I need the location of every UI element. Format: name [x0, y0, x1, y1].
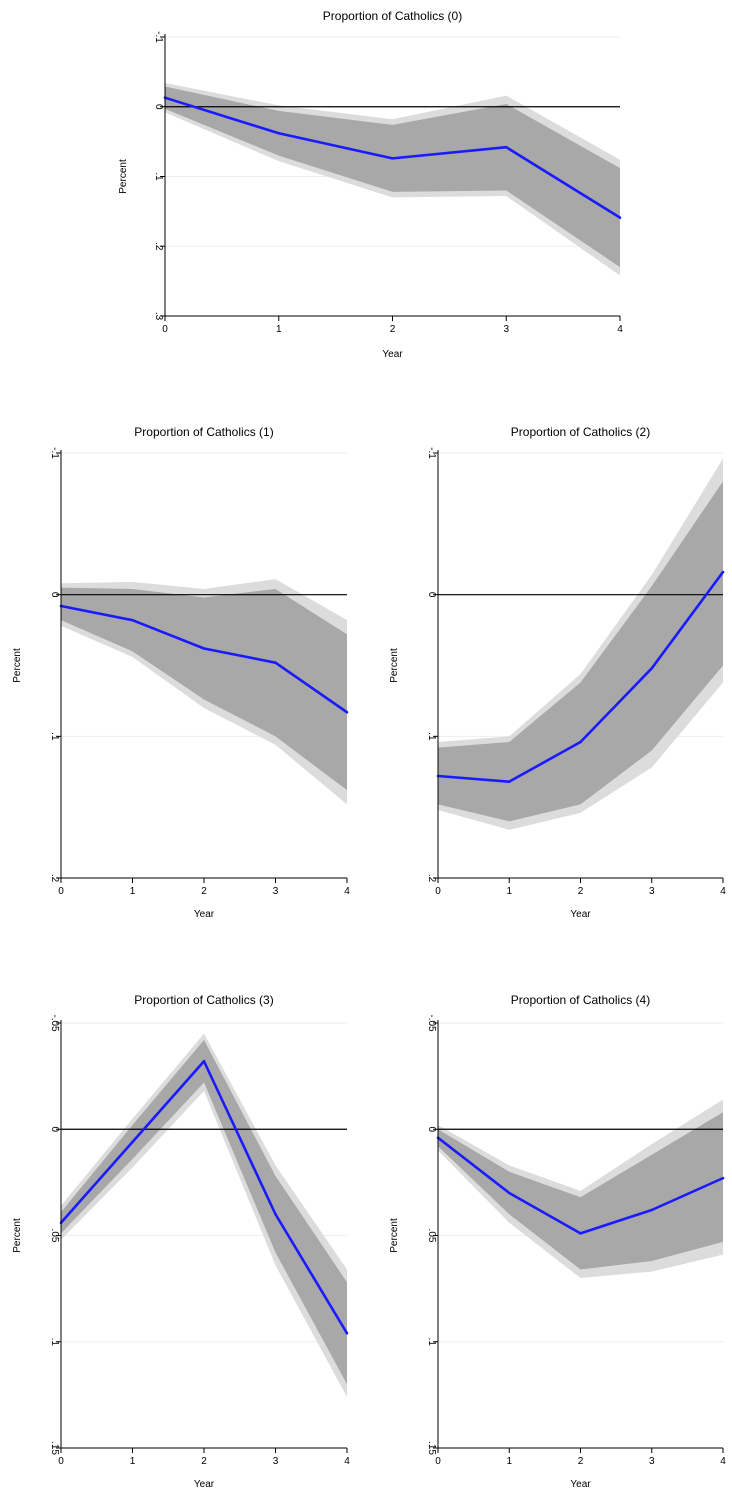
x-tick-label: 2: [390, 324, 396, 335]
y-tick-label: .2: [426, 874, 437, 883]
y-axis-label: Percent: [12, 648, 23, 683]
chart-title: Proportion of Catholics (3): [134, 993, 273, 1007]
y-tick-label: -.1: [426, 447, 437, 459]
y-tick-label: 0: [426, 1126, 437, 1132]
y-tick-label: -.1: [153, 31, 164, 43]
y-tick-label: .2: [49, 874, 60, 883]
x-tick-label: 2: [578, 886, 584, 897]
y-axis-label: Percent: [389, 1218, 400, 1253]
y-tick-label: .15: [426, 1441, 437, 1455]
data-point: [391, 157, 394, 160]
y-axis-label: Percent: [389, 648, 400, 683]
x-tick-label: 0: [58, 1456, 64, 1467]
data-point: [504, 145, 508, 149]
x-axis-label: Year: [194, 909, 215, 920]
x-tick-label: 1: [130, 1456, 136, 1467]
x-tick-label: 0: [435, 1456, 441, 1467]
x-axis-label: Year: [382, 349, 403, 360]
x-tick-label: 4: [617, 324, 623, 335]
x-tick-label: 4: [720, 1456, 726, 1467]
y-tick-label: 0: [49, 1126, 60, 1132]
x-tick-label: 2: [201, 886, 207, 897]
ci-band-inner: [61, 587, 347, 791]
y-tick-label: .3: [153, 312, 164, 321]
x-axis-label: Year: [570, 1479, 591, 1490]
x-tick-label: 3: [273, 886, 279, 897]
data-point: [507, 780, 511, 783]
y-tick-label: .1: [426, 732, 437, 741]
data-point: [345, 1331, 349, 1335]
y-tick-label: .1: [49, 1338, 60, 1347]
chart-panel-p1: -.1 0 .1 .2 0 1 2 3 4 Proportion of Catholics (1)…: [12, 425, 350, 920]
data-point: [274, 1212, 277, 1216]
y-tick-label: .2: [153, 242, 164, 251]
x-tick-label: 3: [273, 1456, 279, 1467]
chart-title: Proportion of Catholics (0): [323, 9, 462, 23]
ci-band-inner: [438, 1112, 723, 1270]
chart-panel-p2: -.1 0 .1 .2 0 1 2 3 4 Proportion of Catholics (2)…: [389, 425, 726, 920]
ci-band-outer: [61, 1033, 347, 1397]
y-axis-label: Percent: [12, 1218, 23, 1253]
x-axis-label: Year: [570, 909, 591, 920]
data-point: [618, 216, 622, 219]
y-tick-label: .1: [49, 732, 60, 741]
y-tick-label: .1: [153, 172, 164, 181]
y-tick-label: .1: [426, 1338, 437, 1347]
y-tick-label: -.05: [426, 1014, 437, 1032]
y-tick-label: -.1: [49, 447, 60, 459]
y-tick-label: 0: [153, 104, 164, 110]
data-point: [277, 131, 281, 135]
data-point: [131, 618, 134, 622]
x-tick-label: 2: [201, 1456, 207, 1467]
chart-title: Proportion of Catholics (2): [511, 425, 650, 439]
y-tick-label: .05: [426, 1229, 437, 1243]
y-tick-label: 0: [49, 592, 60, 598]
x-tick-label: 1: [276, 324, 282, 335]
data-point: [721, 1176, 725, 1180]
x-tick-label: 4: [720, 886, 726, 897]
data-point: [274, 661, 277, 664]
x-tick-label: 4: [344, 1456, 350, 1467]
x-axis-label: Year: [194, 1479, 215, 1490]
data-point: [345, 710, 349, 714]
data-point: [579, 740, 582, 744]
x-tick-label: 0: [435, 886, 441, 897]
data-point: [579, 1232, 582, 1235]
x-tick-label: 3: [503, 324, 509, 335]
chart-panel-p0: -.1 0 .1 .2 .3 0 1 2 3 4 Proportion of Catholics (…: [118, 9, 623, 360]
data-point: [202, 647, 206, 650]
x-tick-label: 2: [578, 1456, 584, 1467]
x-tick-label: 3: [649, 886, 655, 897]
ci-band-inner: [61, 1040, 347, 1385]
chart-title: Proportion of Catholics (1): [134, 425, 273, 439]
x-tick-label: 1: [506, 1456, 512, 1467]
data-point: [721, 570, 725, 574]
y-tick-label: -.05: [49, 1014, 60, 1032]
y-tick-label: .15: [49, 1441, 60, 1455]
data-point: [650, 667, 654, 670]
x-tick-label: 1: [506, 886, 512, 897]
y-axis-label: Percent: [118, 159, 129, 194]
x-tick-label: 0: [58, 886, 64, 897]
x-tick-label: 4: [344, 886, 350, 897]
data-point: [650, 1208, 654, 1212]
x-tick-label: 0: [162, 324, 168, 335]
data-point: [507, 1191, 511, 1195]
data-point: [131, 1140, 134, 1144]
chart-title: Proportion of Catholics (4): [511, 993, 650, 1007]
data-point: [202, 1059, 206, 1063]
x-tick-label: 3: [649, 1456, 655, 1467]
ci-band-inner: [438, 481, 723, 822]
ci-band-inner: [165, 86, 620, 268]
y-tick-label: 0: [426, 592, 437, 598]
y-tick-label: .05: [49, 1229, 60, 1243]
x-tick-label: 1: [130, 886, 136, 897]
